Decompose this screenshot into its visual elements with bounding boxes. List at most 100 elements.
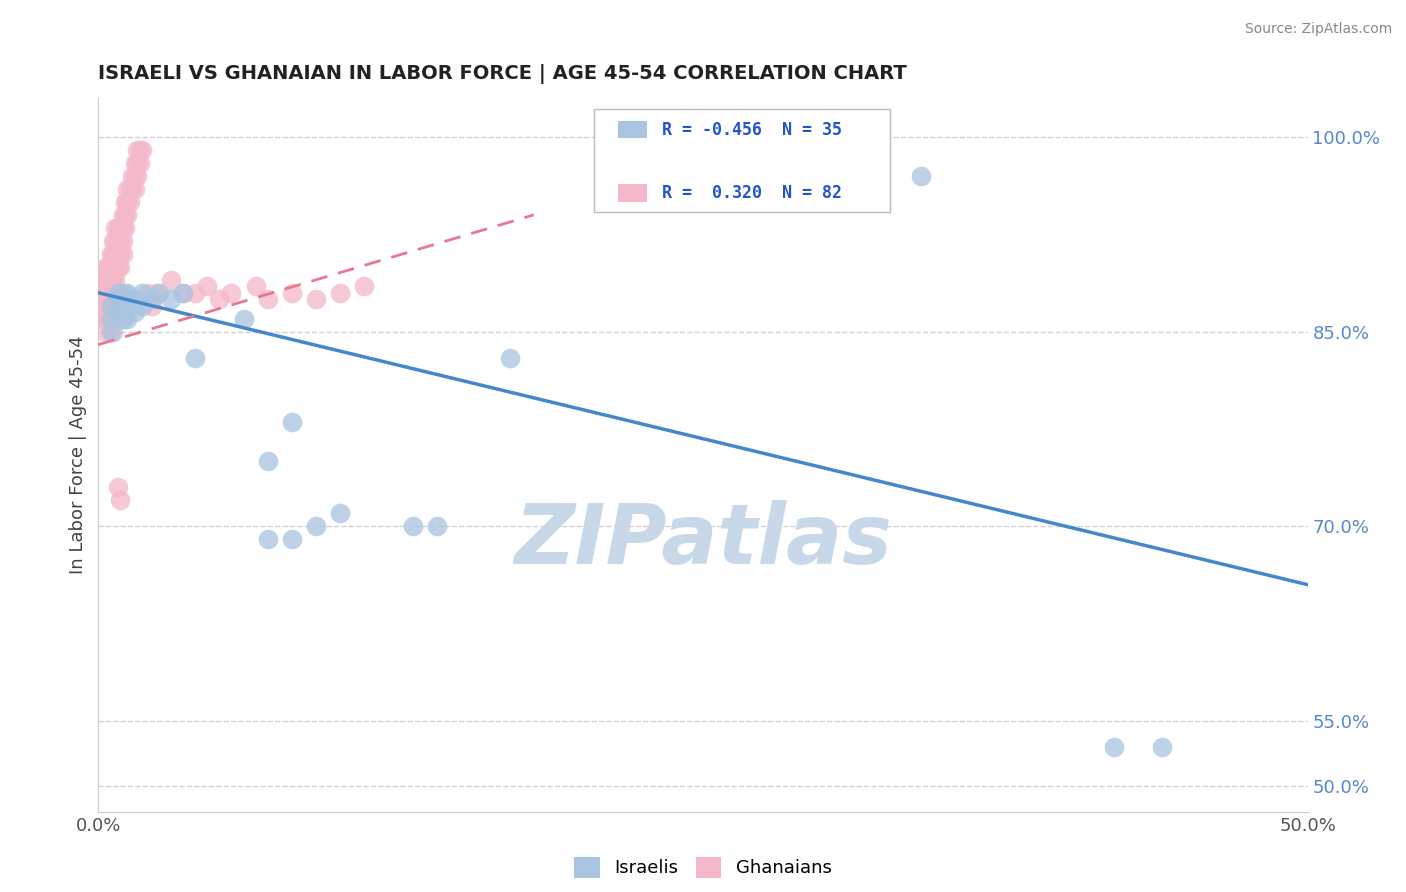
Point [108, 260, 131, 274]
Point [124, 305, 146, 319]
Point [117, 208, 139, 222]
Point [329, 506, 352, 520]
Point [305, 292, 328, 306]
FancyBboxPatch shape [595, 109, 890, 212]
Point [118, 182, 141, 196]
Point [117, 182, 139, 196]
Point [121, 169, 143, 183]
Point [172, 285, 194, 300]
Point [145, 285, 167, 300]
Point [124, 169, 146, 183]
Point [245, 279, 267, 293]
Point [104, 247, 127, 261]
Point [100, 299, 122, 313]
Point [141, 299, 163, 313]
Point [97, 299, 120, 313]
Y-axis label: In Labor Force | Age 45-54: In Labor Force | Age 45-54 [69, 335, 87, 574]
Point [121, 182, 143, 196]
Point [100, 325, 122, 339]
Point [160, 292, 183, 306]
Point [1102, 739, 1125, 754]
Point [111, 220, 134, 235]
Point [256, 533, 278, 547]
Text: R = -0.456  N = 35: R = -0.456 N = 35 [662, 120, 842, 138]
Point [100, 311, 122, 326]
Point [94, 273, 117, 287]
Point [100, 247, 122, 261]
Point [111, 234, 134, 248]
Point [141, 292, 163, 306]
Text: R =  0.320  N = 82: R = 0.320 N = 82 [662, 184, 842, 202]
Point [131, 299, 153, 313]
Point [100, 273, 122, 287]
Point [1152, 739, 1174, 754]
Point [111, 285, 134, 300]
Text: ISRAELI VS GHANAIAN IN LABOR FORCE | AGE 45-54 CORRELATION CHART: ISRAELI VS GHANAIAN IN LABOR FORCE | AGE… [98, 63, 907, 84]
Point [104, 260, 127, 274]
Point [426, 519, 449, 533]
Point [117, 285, 139, 300]
Point [107, 305, 129, 319]
Point [281, 533, 304, 547]
Point [172, 285, 194, 300]
Point [128, 156, 150, 170]
Point [402, 519, 425, 533]
Point [108, 247, 131, 261]
Point [101, 285, 124, 300]
FancyBboxPatch shape [619, 121, 647, 138]
Point [148, 285, 170, 300]
Point [94, 260, 117, 274]
Point [117, 194, 139, 209]
Point [117, 299, 139, 313]
Point [305, 519, 328, 533]
Point [329, 285, 352, 300]
Point [107, 247, 129, 261]
Point [100, 285, 122, 300]
Point [108, 234, 131, 248]
Point [256, 454, 278, 468]
Point [124, 156, 146, 170]
Point [184, 351, 207, 365]
Point [124, 292, 146, 306]
Point [101, 260, 124, 274]
Point [97, 311, 120, 326]
Text: ZIPatlas: ZIPatlas [515, 500, 891, 581]
Point [256, 292, 278, 306]
Point [111, 305, 134, 319]
Point [94, 285, 117, 300]
Point [107, 480, 129, 494]
Point [111, 208, 134, 222]
Point [94, 311, 117, 326]
Point [100, 299, 122, 313]
Point [101, 273, 124, 287]
Point [135, 285, 157, 300]
Point [117, 311, 139, 326]
Point [281, 416, 304, 430]
Point [114, 208, 136, 222]
Point [208, 292, 231, 306]
Point [101, 247, 124, 261]
Point [107, 220, 129, 235]
Point [107, 260, 129, 274]
Point [127, 169, 149, 183]
FancyBboxPatch shape [619, 185, 647, 202]
Point [94, 325, 117, 339]
Point [111, 311, 134, 326]
Point [111, 299, 134, 313]
Point [97, 260, 120, 274]
Point [127, 143, 149, 157]
Point [107, 292, 129, 306]
Point [94, 299, 117, 313]
Point [195, 279, 218, 293]
Point [221, 285, 243, 300]
Point [281, 285, 304, 300]
Point [353, 279, 375, 293]
Point [100, 260, 122, 274]
Point [910, 169, 932, 183]
Point [97, 273, 120, 287]
Legend: Israelis, Ghanaians: Israelis, Ghanaians [567, 849, 839, 885]
Point [108, 493, 131, 508]
Point [91, 285, 114, 300]
Point [160, 273, 183, 287]
Point [128, 143, 150, 157]
